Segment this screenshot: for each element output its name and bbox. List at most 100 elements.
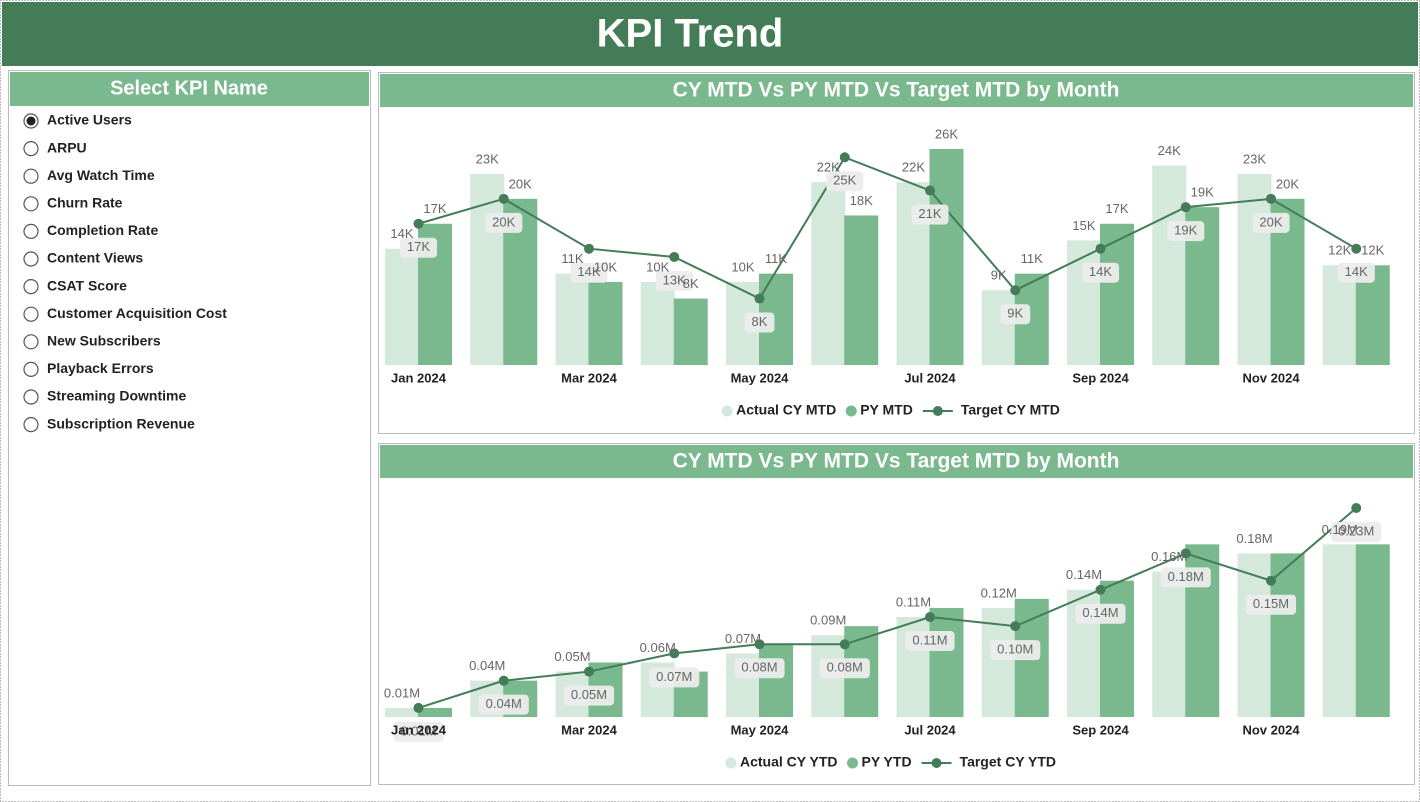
value-label: 11K: [1021, 251, 1043, 266]
slicer-option-label[interactable]: New Subscribers: [47, 333, 161, 349]
radio-button[interactable]: [23, 168, 39, 184]
label-box: [1075, 603, 1126, 624]
slicer-title: Select KPI Name: [110, 77, 268, 99]
value-label: 9K: [1007, 306, 1023, 321]
target-label: 0.08M: [734, 658, 785, 679]
slicer-option-label[interactable]: Streaming Downtime: [47, 388, 186, 404]
value-label: 15K: [1072, 218, 1095, 233]
value-label: 0.08M: [741, 660, 777, 675]
bar: [385, 707, 419, 717]
value-label: 0.14M: [1066, 567, 1102, 582]
bar: [1322, 544, 1357, 717]
target-label: 14K: [1337, 262, 1375, 283]
bar: [1270, 553, 1305, 717]
value-label: 10K: [646, 259, 669, 274]
radio-button[interactable]: [23, 334, 39, 350]
label-box: [1160, 567, 1211, 588]
target-label: 0.07M: [649, 667, 700, 688]
radio-dot[interactable]: [26, 116, 36, 126]
radio-button[interactable]: [23, 279, 39, 295]
target-point: [1266, 193, 1276, 204]
slicer-option[interactable]: Streaming Downtime: [23, 388, 186, 405]
bar: [470, 173, 505, 365]
target-point: [498, 675, 509, 686]
slicer-option-label[interactable]: Active Users: [47, 112, 132, 128]
value-label: 18K: [850, 193, 873, 208]
slicer-option-label[interactable]: Playback Errors: [47, 360, 154, 376]
radio-button[interactable]: [23, 361, 39, 377]
slicer-option-label[interactable]: Content Views: [47, 250, 143, 266]
label-box: [990, 640, 1041, 661]
slicer-option[interactable]: Subscription Revenue: [23, 415, 195, 433]
value-label: 11K: [765, 251, 787, 266]
target-point: [584, 666, 594, 677]
target-label: 17K: [399, 237, 438, 258]
value-label: 12K: [1361, 243, 1384, 258]
bar: [929, 149, 964, 365]
legend: Actual CY MTD PY MTD Target CY MTD: [721, 402, 1060, 418]
slicer-option[interactable]: CSAT Score: [23, 277, 127, 295]
radio-button[interactable]: [23, 417, 39, 433]
bar: [929, 607, 964, 717]
slicer-option-label[interactable]: Completion Rate: [47, 222, 158, 238]
value-label: 0.18M: [1168, 569, 1204, 584]
legend-label: PY MTD: [860, 402, 913, 418]
bar: [844, 215, 879, 365]
slicer-option-label[interactable]: Avg Watch Time: [47, 167, 155, 183]
label-box: [1245, 594, 1297, 615]
value-label: 17K: [407, 239, 430, 254]
radio-button[interactable]: [23, 141, 39, 157]
slicer-title-bar: [10, 72, 369, 106]
radio-button[interactable]: [23, 196, 39, 212]
slicer-option[interactable]: New Subscribers: [23, 333, 161, 350]
slicer-option-label[interactable]: Subscription Revenue: [47, 415, 195, 431]
slicer-option[interactable]: Avg Watch Time: [23, 167, 155, 184]
value-label: 24K: [1158, 143, 1181, 158]
value-label: 11K: [561, 251, 583, 266]
radio-button[interactable]: [23, 223, 39, 239]
label-box: [819, 658, 870, 679]
target-point: [1180, 202, 1191, 213]
target-point: [669, 648, 680, 659]
slicer-option-label[interactable]: ARPU: [47, 139, 87, 155]
x-tick-label: Mar 2024: [561, 370, 617, 385]
slicer-option-label[interactable]: Customer Acquisition Cost: [47, 305, 227, 321]
x-tick-label: Jan 2024: [391, 722, 447, 737]
radio-button[interactable]: [23, 251, 39, 267]
value-label: 17K: [423, 201, 446, 216]
x-tick-label: Mar 2024: [561, 722, 617, 737]
value-label: 14K: [1089, 264, 1112, 279]
slicer-option[interactable]: Completion Rate: [23, 222, 158, 239]
radio-button[interactable]: [23, 306, 39, 322]
bar: [1237, 173, 1272, 365]
target-point: [1266, 575, 1276, 586]
slicer-option[interactable]: Active Users: [23, 112, 132, 129]
label-box: [563, 685, 615, 706]
slicer-option[interactable]: Churn Rate: [23, 195, 123, 212]
x-tick-label: May 2024: [731, 722, 790, 737]
value-label: 23K: [1243, 151, 1266, 166]
legend-label: Actual CY MTD: [736, 402, 836, 418]
target-label: 0.14M: [1075, 603, 1126, 624]
slicer-option-label[interactable]: Churn Rate: [47, 195, 123, 211]
value-label: 0.11M: [896, 594, 931, 609]
slicer-option[interactable]: Playback Errors: [23, 360, 154, 377]
value-label: 0.05M: [571, 687, 607, 702]
slicer-option[interactable]: ARPU: [23, 139, 87, 157]
value-label: 0.15M: [1253, 596, 1289, 611]
slicer-option-label[interactable]: CSAT Score: [47, 277, 127, 293]
label-box: [570, 262, 608, 283]
target-label: 20K: [1252, 212, 1290, 233]
label-box: [655, 271, 693, 291]
bar: [555, 273, 590, 365]
slicer-option[interactable]: Customer Acquisition Cost: [23, 305, 227, 322]
radio-button[interactable]: [23, 389, 39, 405]
value-label: 0.01M: [400, 723, 436, 738]
target-point: [1095, 584, 1106, 595]
target-point: [1095, 243, 1106, 254]
value-label: 20K: [1276, 176, 1299, 191]
label-box: [734, 658, 785, 679]
legend-marker: [725, 757, 737, 769]
slicer-option[interactable]: Content Views: [23, 250, 143, 267]
